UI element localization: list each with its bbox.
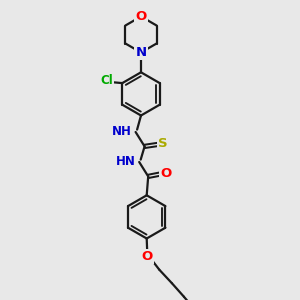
Text: N: N: [135, 46, 147, 59]
Text: S: S: [158, 137, 168, 151]
Text: NH: NH: [112, 125, 132, 139]
Text: O: O: [160, 167, 171, 180]
Text: HN: HN: [116, 155, 136, 169]
Text: Cl: Cl: [100, 74, 113, 87]
Text: O: O: [135, 10, 147, 23]
Text: O: O: [142, 250, 153, 263]
